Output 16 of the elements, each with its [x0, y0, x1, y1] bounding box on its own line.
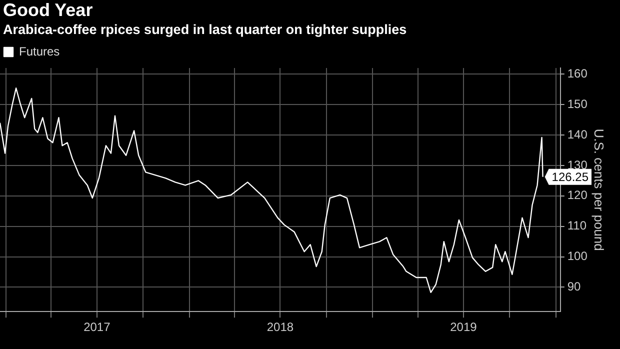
- y-tick-label: 90: [567, 280, 582, 294]
- x-tick-label: 2019: [450, 320, 478, 334]
- y-tick-label: 120: [567, 188, 588, 202]
- chart-subtitle: Arabica-coffee rpices surged in last quarter on tighter supplies: [3, 22, 407, 37]
- y-tick-label: 150: [567, 96, 588, 111]
- y-tick-label: 140: [567, 127, 588, 142]
- x-tick-label: 2017: [84, 320, 111, 334]
- x-tick-label: 2018: [266, 320, 294, 334]
- chart-title: Good Year: [3, 0, 93, 21]
- y-tick-label: 130: [567, 158, 588, 172]
- y-tick-label: 160: [567, 66, 588, 80]
- y-axis-title: U.S. cents per pound: [592, 128, 607, 251]
- y-tick-label: 110: [567, 218, 587, 233]
- y-tick-label: 100: [567, 249, 588, 264]
- data-label: 126.25: [552, 170, 589, 184]
- legend-label: Futures: [19, 44, 60, 58]
